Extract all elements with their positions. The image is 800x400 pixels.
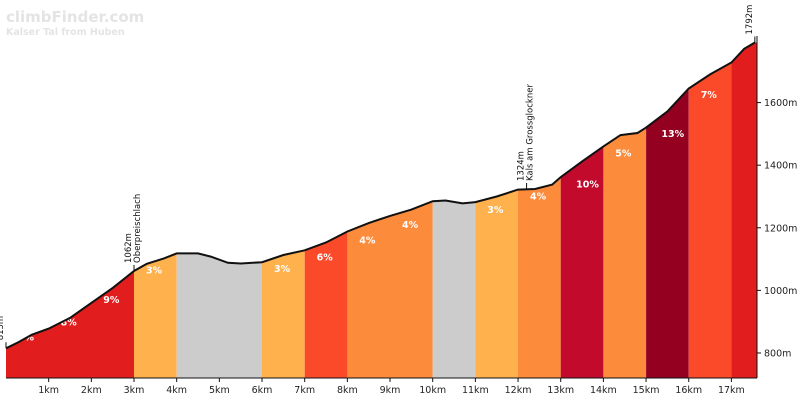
annotation-label-4-1: 1792m xyxy=(745,5,755,35)
gradient-label-9-1: 4% xyxy=(530,192,547,203)
gradient-label-2-1: 3% xyxy=(146,266,163,277)
gradient-segment-13 xyxy=(688,62,732,378)
x-tick-label-3: 3km xyxy=(124,385,145,396)
gradient-label-1-3: 9% xyxy=(103,295,120,306)
gradient-label-5-1: 6% xyxy=(317,253,334,264)
gradient-segment-8 xyxy=(475,189,518,378)
x-tick-label-14: 14km xyxy=(590,385,617,396)
annotation-label-3-2: 1324m xyxy=(517,151,527,181)
y-tick-label-2: 1000m xyxy=(764,286,797,297)
annotation-label-2-1: Oberpreischlach xyxy=(133,194,143,263)
gradient-label-12-1: 13% xyxy=(661,129,684,140)
gradient-segment-4 xyxy=(262,250,305,378)
gradient-segment-3 xyxy=(176,253,262,378)
annotation-label-2-2: 1062m xyxy=(124,233,134,263)
gradient-segment-7 xyxy=(432,200,476,378)
gradient-segments xyxy=(6,42,757,378)
y-tick-label-3: 1200m xyxy=(764,223,797,234)
x-tick-label-11: 11km xyxy=(462,385,489,396)
gradient-segment-12 xyxy=(646,88,689,378)
y-tick-label-5: 1600m xyxy=(764,98,797,109)
elevation-profile-line xyxy=(5,41,756,350)
gradient-label-6-2: 4% xyxy=(402,220,419,231)
annotation-label-3-1: Kals am Grossglockner xyxy=(526,84,536,181)
gradient-label-4-1: 3% xyxy=(274,264,291,275)
x-tick-label-2: 2km xyxy=(81,385,102,396)
annotation-label-1-1: 815m xyxy=(0,316,6,341)
x-tick-label-1: 1km xyxy=(38,385,59,396)
x-tick-label-5: 5km xyxy=(209,385,230,396)
gradient-segment-10 xyxy=(560,146,604,378)
x-tick-label-16: 16km xyxy=(675,385,702,396)
brand-route: Kalser Tal from Huben xyxy=(6,27,125,38)
gradient-label-10-1: 10% xyxy=(576,180,599,191)
x-tick-label-9: 9km xyxy=(380,385,401,396)
gradient-label-8-1: 3% xyxy=(487,205,504,216)
y-tick-label-4: 1400m xyxy=(764,161,797,172)
gradient-segment-1 xyxy=(6,271,134,378)
x-tick-label-10: 10km xyxy=(419,385,446,396)
gradient-label-13-1: 7% xyxy=(701,90,718,101)
gradient-segment-14 xyxy=(731,42,757,378)
x-tick-label-12: 12km xyxy=(505,385,532,396)
gradient-segment-6 xyxy=(347,201,433,378)
x-tick-label-6: 6km xyxy=(252,385,273,396)
x-tick-label-13: 13km xyxy=(547,385,574,396)
gradient-label-1-2: 8% xyxy=(61,317,78,328)
gradient-label-11-1: 5% xyxy=(615,148,632,159)
y-tick-label-1: 800m xyxy=(764,348,791,359)
gradient-segment-5 xyxy=(304,231,348,378)
x-tick-label-15: 15km xyxy=(633,385,660,396)
x-axis-ticks: 1km 2km 3km 4km 5km 6km 7km 8km 9km 10km 11km 12km 1… xyxy=(38,378,745,396)
x-tick-label-8: 8km xyxy=(337,385,358,396)
x-tick-label-7: 7km xyxy=(294,385,315,396)
brand-site: climbFinder.com xyxy=(6,8,144,26)
gradient-segment-9 xyxy=(518,177,561,378)
x-tick-label-4: 4km xyxy=(166,385,187,396)
gradient-segment-2 xyxy=(134,253,177,378)
gradient-label-6-1: 4% xyxy=(359,235,376,246)
gradient-segment-11 xyxy=(603,127,647,378)
y-axis-ticks: 800m 1000m 1200m 1400m 1600m xyxy=(757,98,797,359)
x-tick-label-17: 17km xyxy=(718,385,745,396)
